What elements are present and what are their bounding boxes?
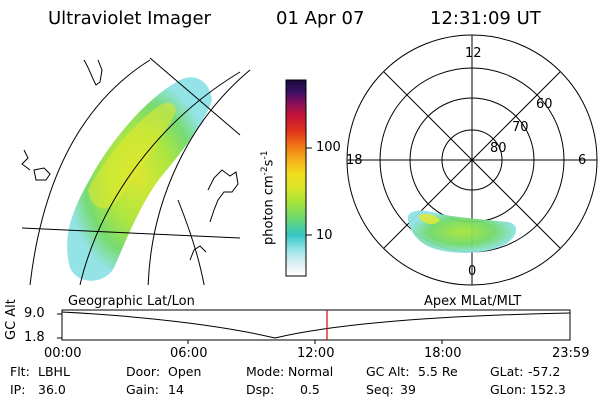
- gc-alt-info-label: GC Alt:: [366, 364, 410, 379]
- unit-text: photon cm: [261, 175, 277, 245]
- seq-label: Seq:: [366, 382, 394, 397]
- aurora-oval-geographic: [67, 77, 212, 281]
- gain-label: Gain:: [126, 382, 159, 397]
- x-tick-0000: 00:00: [44, 346, 82, 361]
- geographic-latlon-label: Geographic Lat/Lon: [68, 294, 195, 309]
- mlt-label-18: 18: [346, 153, 363, 168]
- colorbar: [285, 79, 307, 277]
- x-tick-0600: 06:00: [170, 346, 208, 361]
- app-title: Ultraviolet Imager: [48, 8, 211, 29]
- glon-label: GLon:: [490, 382, 527, 397]
- polar-plot: [346, 34, 598, 286]
- y-tick-1-8: 1.8: [24, 330, 45, 345]
- ip-label: IP:: [10, 382, 26, 397]
- y-tick-9: 9.0: [24, 306, 45, 321]
- gain-value: 14: [168, 382, 184, 397]
- gc-alt-info-value: 5.5 Re: [418, 364, 458, 379]
- mode-label: Mode:: [246, 364, 285, 379]
- colorbar-unit-label: photon cm-2s-1: [260, 151, 276, 245]
- colorbar-tick-100: 100: [316, 140, 341, 155]
- gc-alt-axis-label: GC Alt: [4, 299, 19, 340]
- glat-label: GLat:: [490, 364, 524, 379]
- apex-mlat-mlt-label: Apex MLat/MLT: [424, 294, 522, 309]
- mlat-label-70: 70: [512, 120, 529, 135]
- dsp-label: Dsp:: [246, 382, 275, 397]
- mlt-label-6: 6: [578, 153, 587, 168]
- door-label: Door:: [126, 364, 161, 379]
- mode-value: Normal: [288, 364, 334, 379]
- date-label: 01 Apr 07: [276, 8, 365, 29]
- mlt-label-0: 0: [468, 264, 477, 279]
- mlat-label-80: 80: [490, 141, 507, 156]
- flt-value: LBHL: [38, 364, 70, 379]
- x-tick-2359: 23:59: [552, 346, 590, 361]
- glon-value: 152.3: [530, 382, 566, 397]
- door-value: Open: [168, 364, 202, 379]
- mlt-label-12: 12: [465, 46, 482, 61]
- colorbar-tick-10: 10: [316, 228, 333, 243]
- unit-s: s: [261, 159, 277, 167]
- glat-value: -57.2: [528, 364, 561, 379]
- dsp-value: 0.5: [300, 382, 320, 397]
- seq-value: 39: [400, 382, 416, 397]
- aurora-core-geographic: [88, 102, 176, 209]
- altitude-curve: [61, 311, 571, 339]
- unit-exp2: -1: [260, 150, 270, 160]
- flt-label: Flt:: [10, 364, 30, 379]
- x-tick-1200: 12:00: [297, 346, 335, 361]
- altitude-plot-frame: [61, 309, 571, 341]
- geographic-map: [21, 57, 251, 285]
- ip-value: 36.0: [38, 382, 66, 397]
- unit-exp1: -2: [260, 166, 270, 176]
- mlat-label-60: 60: [536, 97, 553, 112]
- time-label: 12:31:09 UT: [430, 8, 541, 29]
- x-tick-1800: 18:00: [424, 346, 462, 361]
